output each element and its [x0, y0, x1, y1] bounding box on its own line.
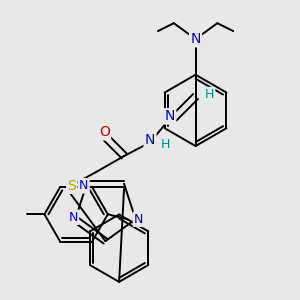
Text: O: O — [99, 125, 110, 139]
Text: N: N — [134, 213, 143, 226]
Text: S: S — [68, 179, 76, 193]
Text: N: N — [190, 32, 201, 46]
Text: N: N — [69, 211, 78, 224]
Text: H: H — [205, 88, 214, 101]
Text: H: H — [161, 138, 170, 151]
Text: N: N — [79, 179, 88, 192]
Text: N: N — [165, 109, 175, 123]
Text: N: N — [145, 133, 155, 147]
